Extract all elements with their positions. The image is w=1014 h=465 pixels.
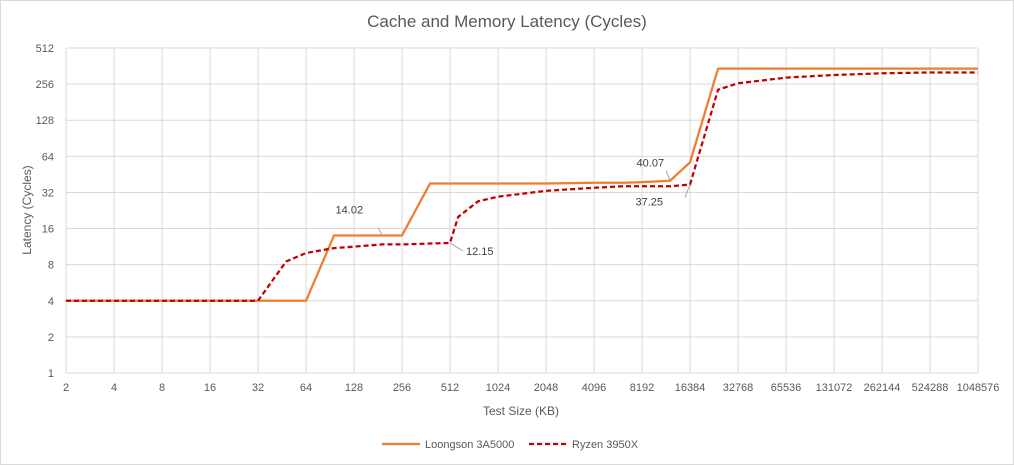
series-line-loongson-3a5000 bbox=[66, 67, 978, 302]
data-label: 14.02 bbox=[336, 204, 364, 216]
y-tick-label: 1 bbox=[48, 368, 54, 380]
data-label: 12.15 bbox=[466, 246, 494, 258]
x-tick-label: 512 bbox=[441, 382, 459, 394]
x-tick-label: 32 bbox=[252, 382, 264, 394]
x-tick-label: 524288 bbox=[912, 382, 949, 394]
data-callouts: 14.02 12.15 40.07 37.25 bbox=[336, 158, 691, 258]
callout-leader bbox=[684, 184, 691, 198]
x-tick-label: 131072 bbox=[816, 382, 853, 394]
x-tick-label: 128 bbox=[345, 382, 363, 394]
x-tick-label: 65536 bbox=[771, 382, 802, 394]
legend-label: Loongson 3A5000 bbox=[425, 439, 514, 451]
x-axis-ticks: 2 4 8 16 32 64 128 256 512 1024 2048 4096 8192 16384 3… bbox=[63, 382, 999, 394]
y-tick-label: 64 bbox=[42, 151, 54, 163]
x-tick-label: 1024 bbox=[486, 382, 510, 394]
x-tick-label: 16 bbox=[204, 382, 216, 394]
x-tick-label: 8192 bbox=[630, 382, 654, 394]
y-tick-label: 128 bbox=[36, 115, 54, 127]
series-line-ryzen-3950x bbox=[66, 71, 978, 302]
y-axis-title: Latency (Cycles) bbox=[20, 165, 34, 254]
x-tick-label: 1048576 bbox=[957, 382, 1000, 394]
legend: Loongson 3A5000 Ryzen 3950X bbox=[382, 439, 639, 451]
gridlines bbox=[65, 47, 979, 374]
y-tick-label: 2 bbox=[48, 332, 54, 344]
x-tick-label: 64 bbox=[300, 382, 312, 394]
x-tick-label: 4 bbox=[111, 382, 117, 394]
x-tick-label: 8 bbox=[159, 382, 165, 394]
y-tick-label: 8 bbox=[48, 260, 54, 272]
x-tick-label: 256 bbox=[393, 382, 411, 394]
y-tick-label: 256 bbox=[36, 79, 54, 91]
data-label: 40.07 bbox=[637, 158, 665, 170]
callout-leader bbox=[449, 242, 464, 252]
x-tick-label: 2048 bbox=[534, 382, 558, 394]
callout-leader bbox=[377, 227, 383, 236]
y-tick-label: 4 bbox=[48, 296, 54, 308]
x-tick-label: 4096 bbox=[582, 382, 606, 394]
chart-title: Cache and Memory Latency (Cycles) bbox=[367, 12, 647, 31]
x-tick-label: 32768 bbox=[723, 382, 754, 394]
data-label: 37.25 bbox=[635, 197, 663, 209]
y-tick-label: 16 bbox=[42, 224, 54, 236]
x-axis-title: Test Size (KB) bbox=[483, 404, 559, 418]
x-tick-label: 262144 bbox=[864, 382, 901, 394]
x-tick-label: 16384 bbox=[675, 382, 706, 394]
y-axis-ticks: 1 2 4 8 16 32 64 128 256 512 bbox=[36, 43, 54, 380]
series-lines bbox=[66, 67, 978, 302]
y-tick-label: 32 bbox=[42, 187, 54, 199]
callout-leader bbox=[665, 170, 671, 181]
legend-label: Ryzen 3950X bbox=[572, 439, 639, 451]
y-tick-label: 512 bbox=[36, 43, 54, 55]
x-tick-label: 2 bbox=[63, 382, 69, 394]
